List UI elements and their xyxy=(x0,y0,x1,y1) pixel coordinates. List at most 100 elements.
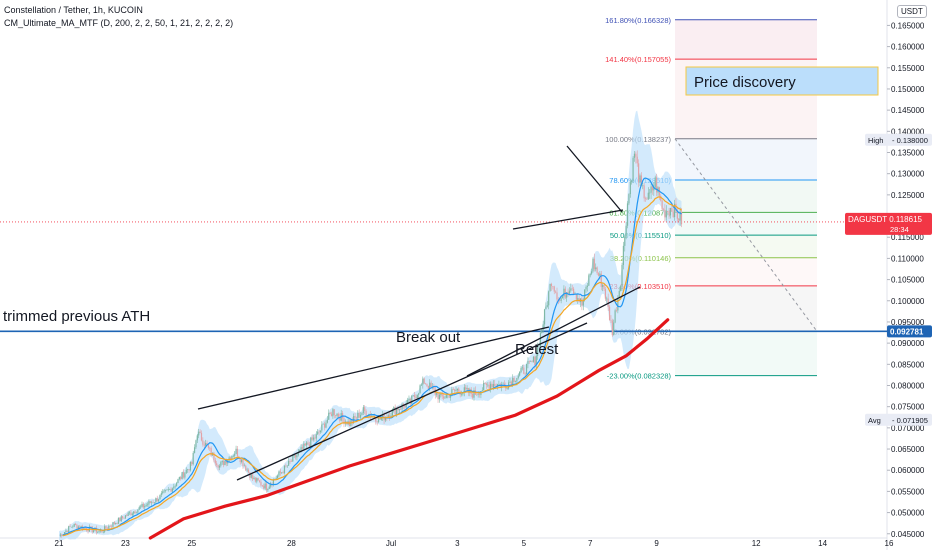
candle-body xyxy=(69,526,71,527)
candle-body xyxy=(205,443,207,446)
candle-body xyxy=(174,485,176,487)
y-tick-label: 0.125000 xyxy=(891,191,925,200)
candle-body xyxy=(145,504,147,506)
candle-body xyxy=(264,483,266,489)
candle-body xyxy=(241,459,243,463)
candle-body xyxy=(337,413,340,417)
retest-annotation: Retest xyxy=(515,341,559,358)
candle-body xyxy=(214,460,216,464)
candle-body xyxy=(310,437,312,447)
candle-body xyxy=(491,383,493,388)
candle-body xyxy=(642,185,644,187)
candle-body xyxy=(451,389,453,395)
candle-body xyxy=(584,289,586,300)
candle-body xyxy=(272,479,275,485)
candle-body xyxy=(267,488,269,491)
candle-body xyxy=(487,384,489,386)
candle-body xyxy=(335,415,337,416)
candle-body xyxy=(535,355,537,366)
candle-body xyxy=(216,463,218,466)
candle-body xyxy=(330,413,333,417)
candle-body xyxy=(541,329,543,334)
candle-body xyxy=(108,526,110,529)
candle-body xyxy=(109,526,111,527)
candle-body xyxy=(70,526,73,528)
candle-body xyxy=(297,451,299,456)
candle-body xyxy=(224,461,226,466)
currency-button[interactable]: USDT xyxy=(897,5,927,18)
candle-body xyxy=(206,443,208,446)
candle-body xyxy=(146,504,149,506)
candle-body xyxy=(148,501,150,505)
candle-body xyxy=(653,187,655,191)
candle-body xyxy=(126,515,128,517)
candle-body xyxy=(319,430,322,433)
candle-body xyxy=(246,469,248,471)
avg-price-tag xyxy=(865,413,932,426)
candle-body xyxy=(339,416,341,421)
candle-body xyxy=(293,455,295,456)
candle-body xyxy=(382,413,384,419)
candle-body xyxy=(632,157,634,181)
candle-body xyxy=(326,419,328,423)
candle-body xyxy=(325,422,327,428)
candle-body xyxy=(247,469,250,473)
y-tick-label: 0.060000 xyxy=(891,466,925,475)
candle-body xyxy=(162,491,164,494)
fib-zone xyxy=(675,138,817,180)
candle-body xyxy=(610,319,612,321)
candle-body xyxy=(400,408,402,410)
candle-body xyxy=(411,395,413,404)
candle-body xyxy=(449,394,452,398)
candle-body xyxy=(440,393,442,395)
y-tick-label: 0.110000 xyxy=(891,254,924,263)
candle-body xyxy=(424,383,427,385)
candle-body xyxy=(560,298,562,301)
candle-body xyxy=(229,457,232,460)
candle-body xyxy=(124,515,126,519)
candle-body xyxy=(543,309,546,325)
candle-body xyxy=(561,296,564,299)
candle-body xyxy=(596,267,598,274)
candle-body xyxy=(542,324,544,330)
candle-body xyxy=(656,177,658,193)
x-tick-label: 5 xyxy=(522,539,527,548)
candle-body xyxy=(254,477,257,482)
candle-body xyxy=(351,420,353,423)
slow-ma-line xyxy=(62,196,682,537)
candle-body xyxy=(195,440,197,448)
candle-body xyxy=(629,182,631,195)
candle-body xyxy=(283,465,286,474)
candle-body xyxy=(364,407,366,411)
candle-body xyxy=(559,300,561,301)
candle-body xyxy=(502,383,504,385)
high-tag-label: High xyxy=(868,136,883,145)
candle-body xyxy=(130,512,132,515)
candle-body xyxy=(611,320,613,336)
indicator-legend[interactable]: CM_Ultimate_MA_MTF (D, 200, 2, 2, 50, 1,… xyxy=(4,18,234,28)
candle-body xyxy=(164,489,167,491)
candle-body xyxy=(581,298,583,306)
candle-body xyxy=(676,211,678,219)
candle-body xyxy=(77,526,79,529)
candle-body xyxy=(289,460,291,462)
candle-body xyxy=(397,408,399,411)
candle-body xyxy=(203,444,205,446)
candle-body xyxy=(66,530,68,532)
candle-body xyxy=(275,478,277,480)
candle-body xyxy=(159,494,161,500)
candle-body xyxy=(221,460,223,463)
fib-trend-line xyxy=(674,138,818,332)
candle-body xyxy=(405,403,407,408)
candle-body xyxy=(181,472,183,479)
y-tick-label: 0.095000 xyxy=(891,318,925,327)
candle-body xyxy=(278,471,280,476)
candle-body xyxy=(395,408,398,415)
x-tick-label: 9 xyxy=(654,539,659,548)
candle-body xyxy=(68,526,70,532)
candle-body xyxy=(182,472,185,478)
candle-body xyxy=(270,484,272,487)
candle-body xyxy=(477,393,479,395)
candle-body xyxy=(401,404,403,410)
